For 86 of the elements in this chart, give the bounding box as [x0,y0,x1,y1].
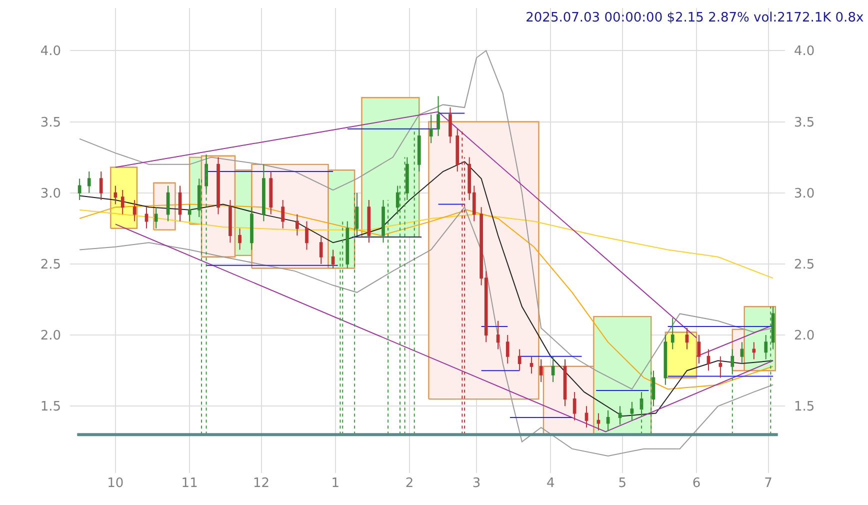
candlestick [417,128,421,172]
candlestick [346,220,350,269]
candlestick [618,406,622,426]
candlestick [530,356,534,374]
candlestick [269,171,273,215]
candlestick [718,356,722,378]
line-series [79,209,774,279]
candlestick [572,391,576,421]
candlestick [596,412,600,431]
candlestick [166,185,170,222]
candlestick [740,342,744,364]
candlestick [518,348,522,372]
x-tick-label: 10 [107,476,124,491]
candlestick [697,334,701,364]
candlestick [606,410,610,431]
candlestick [331,249,335,269]
candlestick [144,206,148,229]
y-tick-label: 4.0 [40,44,61,60]
x-tick-label: 5 [618,476,627,491]
y-tick-label: 1.5 [40,400,61,415]
candlestick [429,114,433,144]
candlestick [197,178,201,218]
y2-tick-label: 3.0 [794,186,815,202]
y-tick-label: 3.5 [40,115,61,130]
candlestick [551,356,555,382]
candlestick [78,178,82,200]
line-series [79,50,774,390]
candlestick [120,190,124,215]
candlestick [563,358,567,407]
candlestick [685,327,689,350]
candlestick [296,214,299,236]
y-tick-label: 3.0 [40,186,61,202]
y2-tick-label: 3.5 [794,115,815,130]
y2-tick-label: 1.5 [794,400,815,415]
candlestick [539,358,543,382]
candlestick [305,220,308,250]
x-tick-label: 12 [253,476,270,491]
candlestick [319,235,323,264]
candlestick [664,334,668,386]
candlestick [406,156,409,200]
x-tick-label: 3 [472,476,481,491]
candlestick [670,318,674,350]
candlestick [496,320,500,350]
line-series [79,204,774,390]
y2-tick-label: 2.0 [794,328,815,344]
y-tick-label: 2.5 [40,258,61,273]
candlestick [262,164,266,222]
x-tick-label: 6 [692,476,701,491]
candlestick [764,334,768,360]
y-tick-label: 2.0 [40,328,61,344]
x-tick-label: 7 [764,476,772,491]
candlestick [396,185,400,215]
candlestick [228,199,232,244]
candlestick [448,107,452,144]
candlestick [114,185,118,205]
x-tick-label: 1 [331,476,340,491]
candlestick [188,204,192,222]
candlestick [132,199,136,222]
candlestick [99,171,103,200]
x-tick-label: 11 [181,476,198,491]
y2-tick-label: 2.5 [794,258,815,273]
x-tick-label: 4 [546,476,555,491]
x-tick-label: 2 [405,476,414,491]
y2-tick-label: 4.0 [794,44,815,60]
candlestick [281,199,284,229]
candlestick [355,192,359,236]
candlestick [584,406,588,428]
candlestick [238,228,242,250]
chart-title: 2025.07.03 00:00:00 $2.15 2.87% vol:2172.1K 0.8x [526,10,864,26]
candlestick [178,185,182,222]
candlestick [456,128,460,172]
candlestick [250,206,254,250]
candlestick [216,156,220,215]
candlestick [630,401,634,421]
candlestick [436,96,440,136]
candlestick [154,206,158,229]
candlestick [87,171,91,194]
candlestick [652,370,656,407]
line-series [79,206,774,456]
candlestick [506,334,510,364]
candlestick [752,342,756,360]
candlestick [706,348,710,372]
candlestick [771,306,775,350]
line-series [79,161,774,417]
candlestick [367,199,371,244]
candlestick [382,199,385,244]
